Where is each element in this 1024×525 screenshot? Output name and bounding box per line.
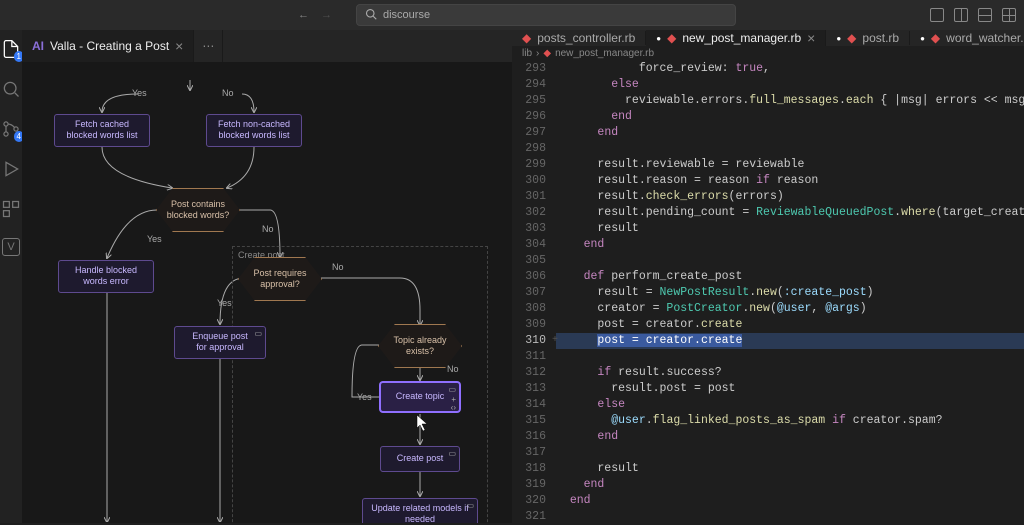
node-fetch-noncached[interactable]: Fetch non-cached blocked words list — [206, 114, 302, 147]
debug-icon[interactable] — [0, 158, 22, 180]
left-tabs: AI Valla - Creating a Post × ⋯ — [22, 30, 512, 62]
close-icon[interactable]: × — [175, 38, 183, 54]
layout-icon[interactable] — [930, 8, 944, 22]
valla-icon[interactable]: V — [2, 238, 20, 256]
search-text: discourse — [383, 9, 430, 21]
right-tabs: ◆ posts_controller.rb● ◆ new_post_manage… — [512, 30, 1024, 46]
edge-yes: Yes — [217, 298, 232, 308]
tab-title: Valla - Creating a Post — [50, 39, 169, 53]
activity-bar: 1 4 V — [0, 30, 22, 523]
layout-controls — [930, 8, 1016, 22]
scm-icon[interactable]: 4 — [0, 118, 22, 140]
tab-ai-badge: AI — [32, 39, 44, 53]
tab-posts_controller-rb[interactable]: ◆ posts_controller.rb — [512, 31, 646, 45]
tab-post-rb[interactable]: ● ◆ post.rb — [826, 31, 910, 45]
line-gutter: 2932942952962972982993003013023033043053… — [512, 61, 556, 525]
node-create-post[interactable]: Create post▭ — [380, 446, 460, 472]
ruby-icon: ◆ — [931, 31, 940, 45]
node-create-topic[interactable]: Create topic▭+‹› — [380, 382, 460, 412]
diagram-pane: AI Valla - Creating a Post × ⋯ — [22, 30, 512, 523]
ruby-icon: ◆ — [667, 31, 676, 45]
breadcrumb[interactable]: lib › ◆ new_post_manager.rb — [512, 46, 1024, 61]
code-pane: ◆ posts_controller.rb● ◆ new_post_manage… — [512, 30, 1024, 523]
ruby-icon: ◆ — [847, 31, 856, 45]
nav-arrows: ← → — [298, 9, 332, 21]
breadcrumb-file: new_post_manager.rb — [555, 48, 654, 59]
search-icon — [365, 8, 377, 23]
layout-split-icon[interactable] — [954, 8, 968, 22]
close-icon[interactable]: × — [807, 30, 815, 46]
diagram-tab[interactable]: AI Valla - Creating a Post × — [22, 30, 194, 62]
layout-splitv-icon[interactable] — [978, 8, 992, 22]
titlebar: ← → discourse — [0, 0, 1024, 30]
command-search[interactable]: discourse — [356, 4, 736, 26]
edge-no: No — [262, 224, 274, 234]
extensions-icon[interactable] — [0, 198, 22, 220]
tab-overflow[interactable]: ⋯ — [194, 30, 223, 62]
flowchart[interactable]: Yes No Yes No Yes No Yes No Create post … — [22, 62, 512, 523]
forward-icon[interactable]: → — [321, 9, 332, 21]
layout-grid-icon[interactable] — [1002, 8, 1016, 22]
node-enqueue[interactable]: Enqueue post for approval▭ — [174, 326, 266, 359]
code-area[interactable]: 2932942952962972982993003013023033043053… — [512, 61, 1024, 525]
decision-contains-blocked[interactable]: Post contains blocked words? — [156, 188, 240, 232]
node-update-models[interactable]: Update related models if needed▭ — [362, 498, 478, 523]
tab-word_watcher-rb[interactable]: ● ◆ word_watcher.rb — [910, 31, 1024, 45]
code-content[interactable]: force_review: true, else reviewable.erro… — [556, 61, 1024, 525]
tab-new_post_manager-rb[interactable]: ● ◆ new_post_manager.rb × — [646, 30, 826, 46]
edge-yes: Yes — [132, 88, 147, 98]
breadcrumb-lib: lib — [522, 48, 532, 59]
back-icon[interactable]: ← — [298, 9, 309, 21]
ruby-icon: ◆ — [522, 31, 531, 45]
edge-no: No — [222, 88, 234, 98]
edge-yes: Yes — [147, 234, 162, 244]
decision-topic-exists[interactable]: Topic already exists? — [378, 324, 462, 368]
ruby-icon: ◆ — [543, 48, 551, 59]
node-handle-blocked[interactable]: Handle blocked words error — [58, 260, 154, 293]
node-fetch-cached[interactable]: Fetch cached blocked words list — [54, 114, 150, 147]
search-sidebar-icon[interactable] — [0, 78, 22, 100]
decision-requires-approval[interactable]: Post requires approval? — [238, 257, 322, 301]
explorer-icon[interactable]: 1 — [0, 38, 22, 60]
